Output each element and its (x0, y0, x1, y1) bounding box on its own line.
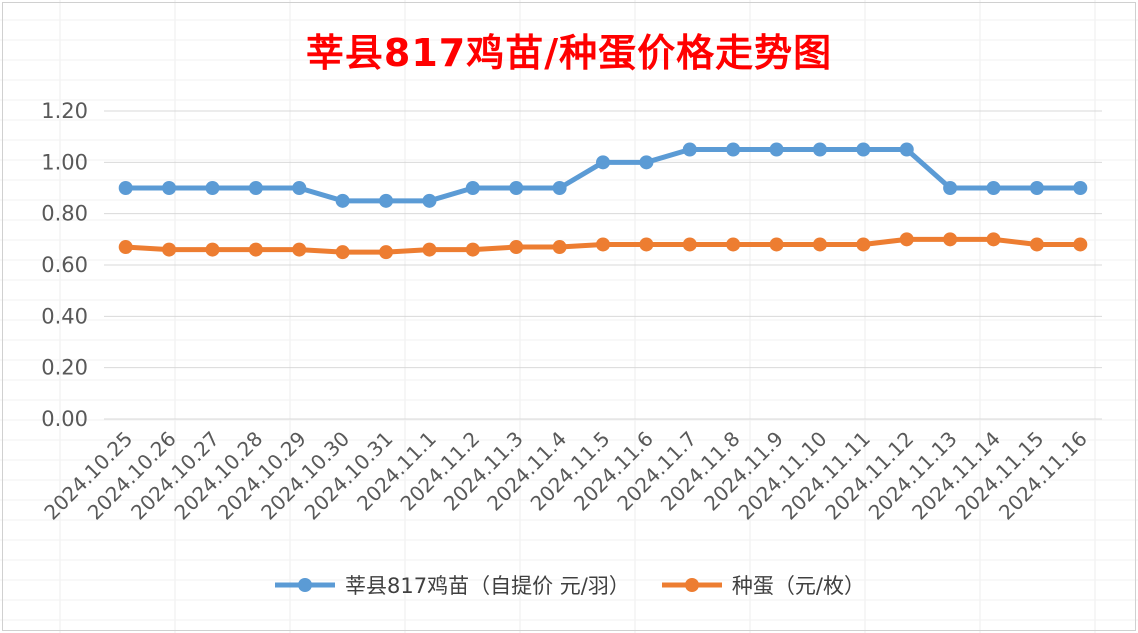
legend-marker-eggs (684, 578, 699, 592)
legend-item-chicks: 莘县817鸡苗（自提价 元/羽） (273, 570, 630, 600)
data-point-1 (552, 240, 567, 255)
legend-swatch-eggs (661, 578, 722, 592)
data-point-0 (1073, 181, 1088, 195)
data-point-0 (162, 181, 177, 195)
data-point-1 (422, 242, 437, 257)
data-point-0 (682, 142, 697, 157)
data-point-1 (596, 237, 610, 252)
data-point-0 (986, 181, 1001, 195)
data-point-1 (205, 242, 220, 257)
data-point-1 (118, 240, 133, 255)
data-point-0 (335, 193, 350, 208)
data-point-1 (292, 242, 307, 257)
legend-item-eggs: 种蛋（元/枚） (660, 570, 865, 600)
data-point-0 (118, 181, 133, 195)
data-point-1 (465, 242, 480, 257)
data-point-1 (943, 232, 958, 247)
data-point-1 (639, 237, 654, 252)
y-tick-label: 0.00 (41, 407, 88, 431)
data-point-0 (769, 142, 784, 157)
data-point-1 (986, 232, 1001, 247)
data-point-1 (248, 242, 263, 257)
y-tick-label: 0.60 (41, 253, 88, 277)
data-point-1 (162, 242, 177, 257)
data-point-0 (248, 181, 263, 195)
data-point-1 (379, 245, 394, 260)
y-tick-label: 0.20 (41, 356, 88, 380)
data-point-1 (899, 232, 914, 247)
data-point-1 (509, 240, 524, 255)
legend-swatch-chicks (275, 578, 336, 592)
data-point-0 (812, 142, 827, 157)
data-point-1 (812, 237, 827, 252)
legend-label-chicks: 莘县817鸡苗（自提价 元/羽） (345, 574, 630, 598)
data-point-1 (1073, 237, 1088, 252)
data-point-1 (769, 237, 784, 252)
data-point-0 (596, 155, 610, 170)
data-point-1 (682, 237, 697, 252)
y-tick-label: 0.80 (41, 202, 88, 226)
data-point-0 (509, 181, 524, 195)
data-point-0 (1029, 181, 1044, 195)
data-point-0 (899, 142, 914, 157)
data-point-0 (856, 142, 871, 157)
y-tick-label: 1.20 (41, 99, 88, 123)
data-point-1 (1029, 237, 1044, 252)
data-point-1 (856, 237, 871, 252)
data-point-0 (639, 155, 654, 170)
data-point-1 (335, 245, 350, 260)
y-tick-label: 0.40 (41, 304, 88, 328)
data-point-0 (943, 181, 958, 195)
chart-title: 莘县817鸡苗/种蛋价格走势图 (305, 31, 833, 75)
legend-marker-chicks (298, 578, 313, 592)
data-point-0 (205, 181, 220, 195)
data-point-0 (292, 181, 307, 195)
data-point-0 (422, 193, 437, 208)
legend-label-eggs: 种蛋（元/枚） (731, 574, 865, 598)
data-point-0 (726, 142, 741, 157)
data-point-1 (726, 237, 741, 252)
data-point-0 (379, 193, 394, 208)
y-tick-label: 1.00 (41, 150, 88, 174)
data-point-0 (465, 181, 480, 195)
legend: 莘县817鸡苗（自提价 元/羽） 种蛋（元/枚） (0, 570, 1138, 600)
data-point-0 (552, 181, 567, 195)
